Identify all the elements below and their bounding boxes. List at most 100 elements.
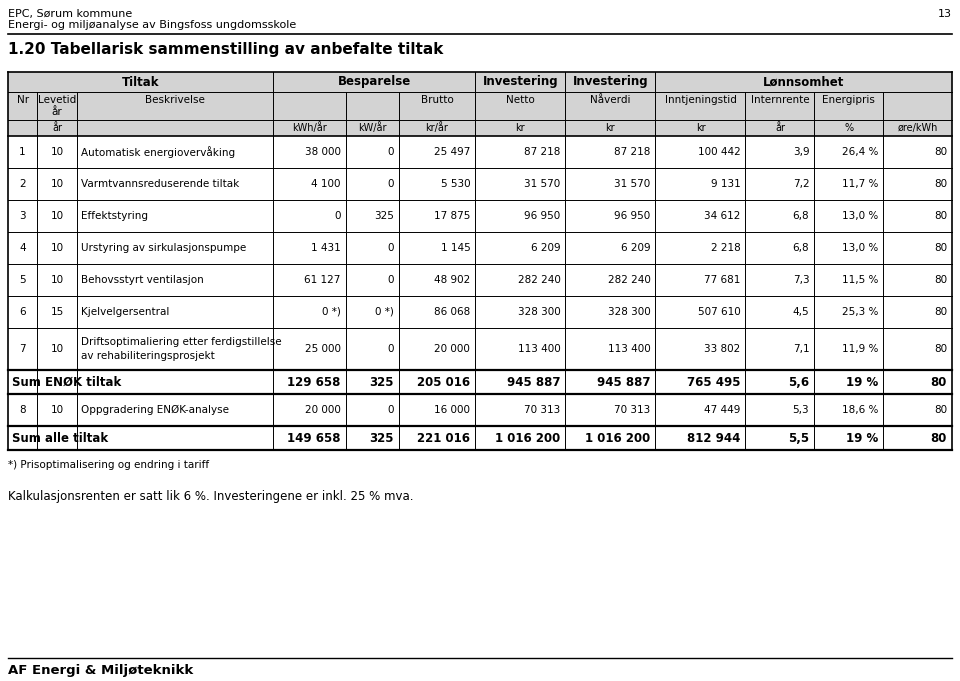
Bar	[8, 136, 952, 168]
Text: 33 802: 33 802	[705, 344, 740, 354]
Text: *) Prisoptimalisering og endring i tariff: *) Prisoptimalisering og endring i tarif…	[8, 460, 209, 470]
Text: 96 950: 96 950	[614, 211, 651, 221]
Text: år: år	[52, 123, 62, 133]
Bar	[8, 394, 952, 426]
Text: kWh/år: kWh/år	[292, 123, 326, 133]
Bar	[8, 72, 952, 92]
Text: 7,3: 7,3	[793, 275, 809, 285]
Text: år: år	[52, 107, 62, 117]
Text: 5: 5	[19, 275, 26, 285]
Text: 0: 0	[387, 344, 394, 354]
Text: 96 950: 96 950	[524, 211, 561, 221]
Text: Investering: Investering	[572, 76, 648, 89]
Text: 0: 0	[387, 147, 394, 157]
Text: 10: 10	[51, 179, 63, 189]
Bar	[8, 200, 952, 232]
Text: Energipris: Energipris	[823, 95, 876, 106]
Text: 80: 80	[934, 405, 947, 415]
Text: 11,9 %: 11,9 %	[842, 344, 878, 354]
Text: 4: 4	[19, 243, 26, 253]
Text: 113 400: 113 400	[608, 344, 651, 354]
Bar	[8, 328, 952, 370]
Text: 8: 8	[19, 405, 26, 415]
Text: 80: 80	[934, 275, 947, 285]
Text: 20 000: 20 000	[435, 344, 470, 354]
Text: 80: 80	[934, 147, 947, 157]
Bar	[8, 264, 952, 296]
Text: 38 000: 38 000	[304, 147, 341, 157]
Text: 6: 6	[19, 307, 26, 317]
Text: Energi- og miljøanalyse av Bingsfoss ungdomsskole: Energi- og miljøanalyse av Bingsfoss ung…	[8, 20, 297, 30]
Text: Brutto: Brutto	[420, 95, 453, 106]
Text: 10: 10	[51, 147, 63, 157]
Text: %: %	[844, 123, 853, 133]
Text: 9 131: 9 131	[710, 179, 740, 189]
Text: Kalkulasjonsrenten er satt lik 6 %. Investeringene er inkl. 25 % mva.: Kalkulasjonsrenten er satt lik 6 %. Inve…	[8, 490, 414, 503]
Text: 61 127: 61 127	[304, 275, 341, 285]
Text: 2: 2	[19, 179, 26, 189]
Text: Urstyring av sirkulasjonspumpe: Urstyring av sirkulasjonspumpe	[81, 243, 246, 253]
Text: 11,5 %: 11,5 %	[842, 275, 878, 285]
Text: 1 016 200: 1 016 200	[586, 432, 651, 445]
Text: 205 016: 205 016	[418, 375, 470, 388]
Text: 10: 10	[51, 405, 63, 415]
Text: 5,3: 5,3	[793, 405, 809, 415]
Text: 19 %: 19 %	[846, 432, 878, 445]
Text: 507 610: 507 610	[698, 307, 740, 317]
Text: 25,3 %: 25,3 %	[842, 307, 878, 317]
Text: kW/år: kW/år	[358, 123, 386, 133]
Text: 1 145: 1 145	[441, 243, 470, 253]
Text: 328 300: 328 300	[517, 307, 561, 317]
Text: 80: 80	[934, 243, 947, 253]
Text: 6 209: 6 209	[531, 243, 561, 253]
Text: 80: 80	[934, 179, 947, 189]
Text: Investering: Investering	[483, 76, 558, 89]
Text: 87 218: 87 218	[524, 147, 561, 157]
Text: 221 016: 221 016	[418, 432, 470, 445]
Text: Sum ENØK tiltak: Sum ENØK tiltak	[12, 375, 121, 388]
Text: 1.20 Tabellarisk sammenstilling av anbefalte tiltak: 1.20 Tabellarisk sammenstilling av anbef…	[8, 42, 444, 57]
Text: 86 068: 86 068	[434, 307, 470, 317]
Text: Oppgradering ENØK-analyse: Oppgradering ENØK-analyse	[81, 405, 228, 415]
Text: 1 431: 1 431	[311, 243, 341, 253]
Text: Driftsoptimaliering etter ferdigstillelse: Driftsoptimaliering etter ferdigstillels…	[81, 337, 281, 347]
Text: 149 658: 149 658	[287, 432, 341, 445]
Text: 11,7 %: 11,7 %	[842, 179, 878, 189]
Bar	[8, 120, 952, 136]
Text: 7,1: 7,1	[793, 344, 809, 354]
Text: 129 658: 129 658	[287, 375, 341, 388]
Text: Varmtvannsreduserende tiltak: Varmtvannsreduserende tiltak	[81, 179, 239, 189]
Text: 48 902: 48 902	[434, 275, 470, 285]
Text: 70 313: 70 313	[614, 405, 651, 415]
Bar	[8, 426, 952, 450]
Text: 10: 10	[51, 211, 63, 221]
Text: AF Energi & Miljøteknikk: AF Energi & Miljøteknikk	[8, 664, 193, 677]
Text: kr: kr	[516, 123, 525, 133]
Text: 80: 80	[934, 307, 947, 317]
Text: Lønnsomhet: Lønnsomhet	[763, 76, 845, 89]
Bar	[8, 168, 952, 200]
Text: 282 240: 282 240	[608, 275, 651, 285]
Text: 26,4 %: 26,4 %	[842, 147, 878, 157]
Text: 18,6 %: 18,6 %	[842, 405, 878, 415]
Text: 945 887: 945 887	[597, 375, 651, 388]
Text: 34 612: 34 612	[704, 211, 740, 221]
Text: 812 944: 812 944	[687, 432, 740, 445]
Text: 19 %: 19 %	[846, 375, 878, 388]
Text: 16 000: 16 000	[434, 405, 470, 415]
Text: Beskrivelse: Beskrivelse	[145, 95, 204, 106]
Text: Inntjeningstid: Inntjeningstid	[664, 95, 736, 106]
Text: 325: 325	[369, 375, 394, 388]
Text: 3,9: 3,9	[793, 147, 809, 157]
Text: 13,0 %: 13,0 %	[842, 211, 878, 221]
Text: 87 218: 87 218	[614, 147, 651, 157]
Text: 5,6: 5,6	[788, 375, 809, 388]
Bar	[8, 92, 952, 120]
Text: 25 000: 25 000	[304, 344, 341, 354]
Text: 17 875: 17 875	[434, 211, 470, 221]
Text: 1: 1	[19, 147, 26, 157]
Text: 25 497: 25 497	[434, 147, 470, 157]
Text: 6 209: 6 209	[621, 243, 651, 253]
Text: 77 681: 77 681	[704, 275, 740, 285]
Text: 1 016 200: 1 016 200	[495, 432, 561, 445]
